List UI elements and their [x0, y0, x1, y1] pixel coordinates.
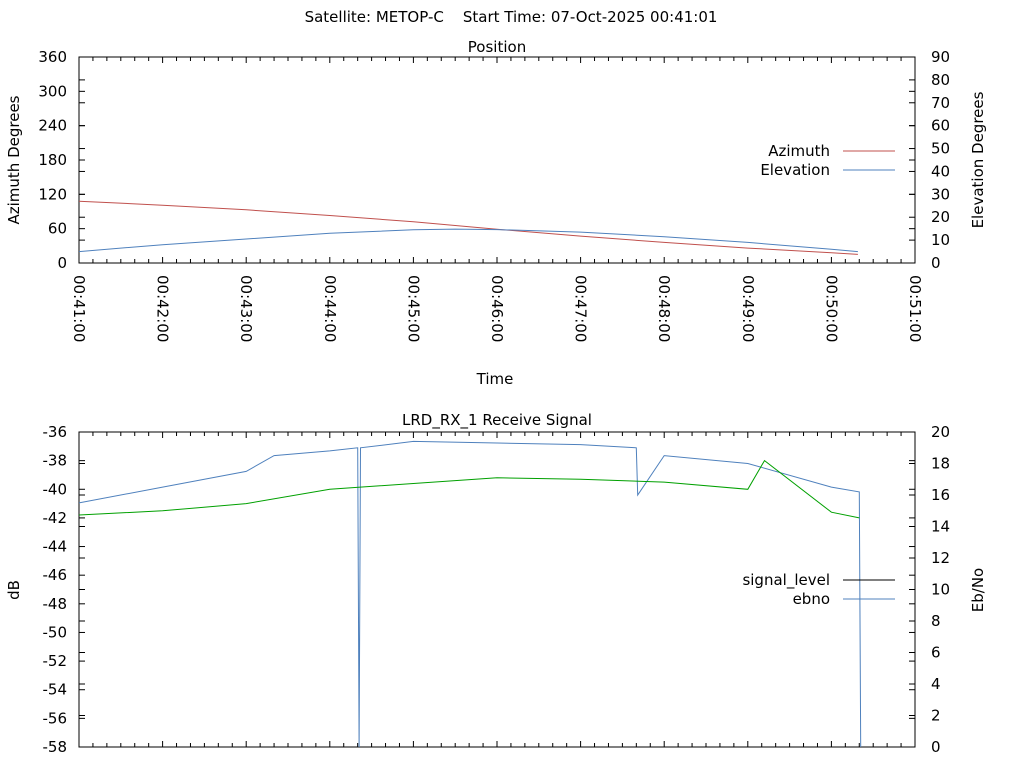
- legend-label-signal-level: signal_level: [742, 571, 830, 590]
- y2-tick-label: 12: [931, 549, 950, 567]
- y2-tick-label: 0: [931, 738, 941, 756]
- x-tick-label: 00:44:00: [321, 275, 339, 342]
- db-axis-label: dB: [5, 580, 23, 600]
- receive-signal-legend: signal_level ebno: [742, 571, 895, 608]
- y2-tick-label: 30: [931, 185, 950, 203]
- y2-tick-label: 10: [931, 581, 950, 599]
- y-tick-label: -48: [43, 595, 68, 613]
- y-tick-label: 240: [38, 117, 67, 135]
- y-tick-label: 0: [57, 254, 67, 272]
- y-tick-label: 120: [38, 185, 67, 203]
- y2-tick-label: 90: [931, 48, 950, 66]
- y-tick-label: 60: [48, 220, 67, 238]
- series-azimuth-line: [78, 200, 858, 255]
- y-tick-label: -52: [43, 652, 68, 670]
- y-tick-label: -36: [43, 423, 68, 441]
- receive-signal-axes: -36 -38 -40 -42 -44 -46 -48 -50 -52 -54 -56 -58 0 2 4 6…: [43, 423, 951, 756]
- receive-signal-chart: LRD_RX_1 Receive Signal dB Eb/No -36-38-…: [5, 411, 987, 756]
- y2-tick-label: 2: [931, 707, 941, 725]
- y-tick-label: -38: [43, 452, 68, 470]
- y-tick-label: 180: [38, 151, 67, 169]
- y2-tick-label: 80: [931, 71, 950, 89]
- series-ebno-line: [78, 440, 862, 748]
- time-axis-label: Time: [476, 370, 514, 388]
- y2-tick-label: 6: [931, 644, 941, 662]
- y-tick-label: -54: [43, 681, 68, 699]
- legend-label-azimuth: Azimuth: [768, 142, 830, 160]
- y2-tick-label: 18: [931, 455, 950, 473]
- y2-tick-label: 70: [931, 94, 950, 112]
- azimuth-axis-label: Azimuth Degrees: [5, 95, 23, 224]
- series-signal-level-line: [78, 459, 860, 519]
- x-tick-label: 00:42:00: [154, 275, 172, 342]
- y-tick-label: 300: [38, 82, 67, 100]
- x-tick-label: 00:45:00: [404, 275, 422, 342]
- receive-signal-chart-title: LRD_RX_1 Receive Signal: [402, 411, 592, 430]
- y2-tick-label: 20: [931, 423, 950, 441]
- y2-tick-label: 10: [931, 231, 950, 249]
- y2-tick-label: 14: [931, 518, 950, 536]
- position-chart-title: Position: [468, 38, 526, 56]
- y-tick-label: -50: [43, 623, 68, 641]
- y2-tick-label: 4: [931, 675, 941, 693]
- ebno-axis-label: Eb/No: [969, 568, 987, 612]
- x-tick-label: 00:41:00: [70, 275, 88, 342]
- legend-label-elevation: Elevation: [760, 161, 830, 179]
- y-tick-label: -58: [43, 738, 68, 756]
- y2-tick-label: 50: [931, 140, 950, 158]
- x-tick-label: 00:43:00: [237, 275, 255, 342]
- x-tick-label: 00:47:00: [572, 275, 590, 342]
- position-chart: Position Azimuth Degrees Elevation Degre…: [5, 38, 987, 388]
- x-tick-label: 00:48:00: [655, 275, 673, 342]
- y2-tick-label: 16: [931, 486, 950, 504]
- y2-tick-label: 60: [931, 117, 950, 135]
- x-tick-label: 00:46:00: [488, 275, 506, 342]
- position-axes: 0 60 120 180 240 300 360 0 10 20 30 40 50 60 70 80 90 00:…: [38, 48, 950, 342]
- y-tick-label: -44: [43, 538, 68, 556]
- x-tick-label: 00:50:00: [822, 275, 840, 342]
- y2-tick-label: 20: [931, 208, 950, 226]
- legend-label-ebno: ebno: [793, 590, 830, 608]
- position-plot-frame: [78, 56, 916, 264]
- position-series: [78, 200, 858, 255]
- x-tick-label: 00:49:00: [739, 275, 757, 342]
- y-tick-label: -56: [43, 709, 68, 727]
- chart-main-title: Satellite: METOP-C Start Time: 07-Oct-20…: [305, 8, 718, 26]
- elevation-axis-label: Elevation Degrees: [969, 91, 987, 228]
- y-tick-label: -42: [43, 509, 68, 527]
- y-tick-label: -40: [43, 480, 68, 498]
- y2-tick-label: 40: [931, 162, 950, 180]
- y-tick-label: 360: [38, 48, 67, 66]
- y2-tick-label: 0: [931, 254, 941, 272]
- x-tick-label: 00:51:00: [906, 275, 924, 342]
- receive-signal-series: [78, 440, 862, 748]
- y2-tick-label: 8: [931, 612, 941, 630]
- series-elevation-line: [78, 228, 858, 253]
- position-legend: Azimuth Elevation: [760, 142, 895, 179]
- y-tick-label: -46: [43, 566, 68, 584]
